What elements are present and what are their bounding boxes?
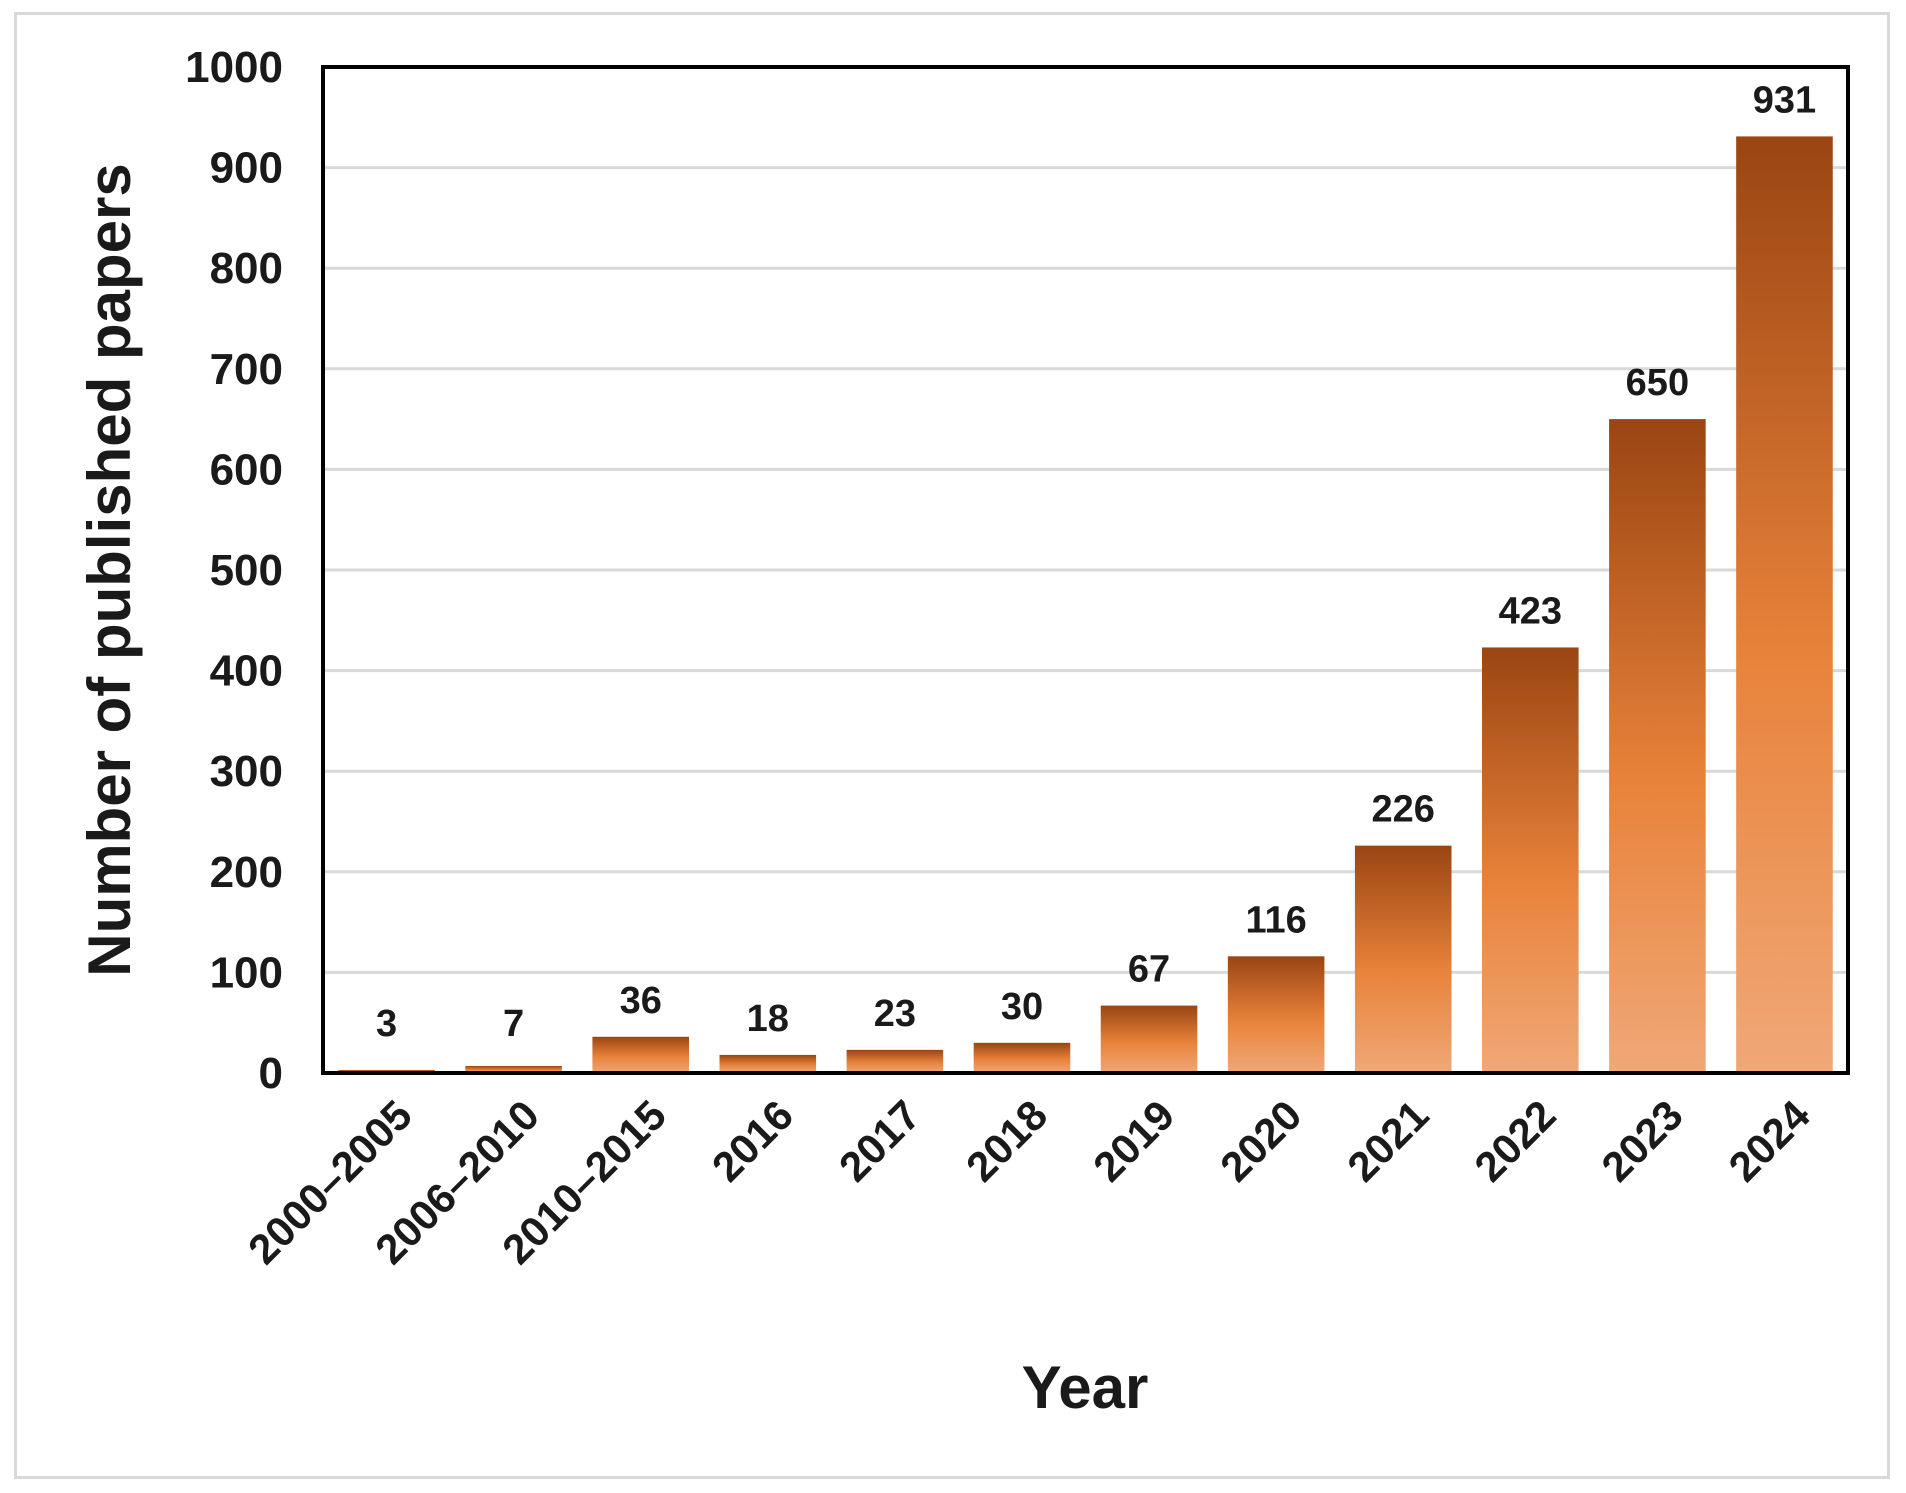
data-label-2021: 226: [1372, 789, 1435, 831]
figure-frame: [14, 12, 1890, 1479]
data-label-2024: 931: [1753, 79, 1816, 121]
data-label-2010–2015: 36: [620, 980, 662, 1022]
y-tick-label: 200: [210, 848, 283, 897]
y-tick-label: 900: [210, 144, 283, 193]
bars: [338, 136, 1833, 1074]
bar-2020: [1227, 956, 1325, 1073]
x-tick-label: 2020: [1211, 1091, 1310, 1190]
x-tick-label: 2018: [957, 1091, 1056, 1190]
y-tick-label: 0: [259, 1049, 283, 1098]
x-tick-label: 2023: [1592, 1091, 1691, 1190]
data-label-2023: 650: [1626, 362, 1689, 404]
data-label-2018: 30: [1001, 986, 1043, 1028]
y-tick-label: 600: [210, 445, 283, 494]
gridlines: [323, 166, 1848, 974]
x-tick-label: 2024: [1720, 1091, 1820, 1191]
x-tick-label: 2022: [1465, 1091, 1564, 1190]
x-tick-label: 2021: [1338, 1091, 1437, 1190]
y-tick-label: 400: [210, 647, 283, 696]
y-tick-label: 800: [210, 244, 283, 293]
data-label-2000–2005: 3: [376, 1003, 397, 1045]
bar-2022: [1482, 647, 1579, 1073]
data-label-2019: 67: [1128, 949, 1170, 991]
plot-area-border: [321, 65, 1850, 1075]
bar-2006–2010: [465, 1065, 562, 1073]
y-tick-label: 500: [210, 546, 283, 595]
bar-2016: [719, 1054, 817, 1073]
bar-2017: [846, 1049, 944, 1073]
bar-2021: [1354, 845, 1452, 1073]
bar-2023: [1609, 419, 1706, 1074]
x-tick-label: 2019: [1084, 1091, 1183, 1190]
x-axis-title: Year: [1022, 1354, 1149, 1421]
bar-2024: [1736, 136, 1833, 1073]
bar-2019: [1100, 1005, 1198, 1073]
data-label-2017: 23: [874, 993, 916, 1035]
x-tick-label: 2016: [703, 1091, 802, 1190]
y-axis-ticks: 0 100 200 300 400 500 600 700 800 900 1000: [185, 43, 283, 1098]
data-label-2006–2010: 7: [503, 1003, 524, 1045]
data-label-2020: 116: [1245, 899, 1306, 941]
y-tick-label: 300: [210, 747, 283, 796]
data-label-2016: 18: [747, 998, 789, 1040]
data-label-2022: 423: [1499, 590, 1562, 632]
y-tick-label: 1000: [185, 43, 283, 92]
y-axis-title: Number of published papers: [76, 163, 143, 976]
bar-2010–2015: [592, 1036, 689, 1073]
y-tick-label: 700: [210, 345, 283, 394]
x-tick-label: 2017: [830, 1091, 929, 1190]
bar-2018: [973, 1042, 1071, 1073]
data-labels: 3 7 36 18 23 30 67 116 226 423 650 931: [376, 79, 1816, 1045]
y-tick-label: 100: [210, 948, 283, 997]
